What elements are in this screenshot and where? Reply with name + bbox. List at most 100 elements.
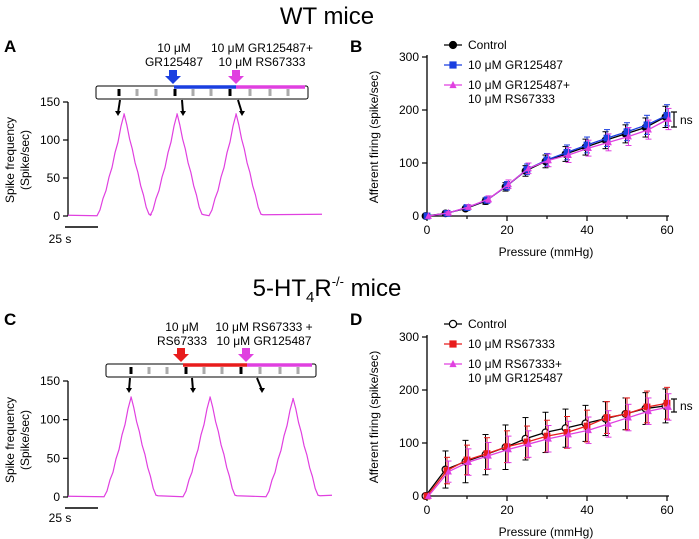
data-point [465, 203, 472, 210]
data-point [645, 125, 652, 133]
data-point [525, 164, 532, 172]
y-tick-label: 150 [40, 95, 60, 109]
distension-arrowhead [126, 388, 132, 393]
panel-c: 10 μM RS67333 10 μM RS67333 + 10 μM GR12… [3, 320, 313, 525]
panel-c-drug1-line2: RS67333 [157, 334, 207, 348]
title-knockout-sub: 4 [306, 289, 314, 306]
data-point [625, 413, 632, 421]
distension-arrow [117, 99, 121, 114]
data-point [448, 40, 458, 50]
distension-arrow [237, 99, 243, 114]
data-point [443, 467, 451, 474]
data-point [583, 422, 591, 430]
x-tick-label: 0 [424, 223, 431, 237]
panel-a-drug2-line1: 10 μM GR125487+ [211, 41, 313, 55]
y-tick-label: 50 [47, 451, 61, 465]
data-point [563, 429, 571, 436]
legend-label: 10 μM RS67333 [468, 92, 555, 106]
title-knockout-part2: R [314, 275, 331, 302]
data-point [545, 156, 552, 164]
panel-d-xlabel: Pressure (mmHg) [499, 525, 594, 539]
x-tick-label: 20 [500, 223, 514, 237]
data-point [663, 399, 671, 407]
y-tick-label: 0 [412, 489, 419, 503]
distension-arrowhead [115, 111, 121, 116]
legend-label: Control [468, 317, 507, 331]
title-knockout-part1: 5-HT [253, 275, 307, 302]
panel-a-scale-label: 25 s [49, 232, 72, 246]
data-point [483, 450, 491, 457]
legend-label: 10 μM GR125487 [468, 58, 563, 72]
x-tick-label: 40 [580, 223, 594, 237]
data-point [523, 438, 531, 446]
series-10-m-rs67333-10-m-gr125487 [425, 393, 672, 499]
legend-label: 10 μM GR125487+ [468, 78, 570, 92]
y-tick-label: 0 [412, 209, 419, 223]
data-point [449, 340, 457, 348]
data-point [643, 403, 651, 411]
panel-letter-c: C [4, 310, 16, 329]
data-point [665, 403, 672, 410]
y-tick-label: 0 [53, 209, 60, 223]
plot-c: 0 50 100 150 [40, 348, 333, 509]
legend-label: 10 μM RS67333 [468, 337, 555, 351]
data-point [665, 115, 672, 122]
panel-b-ylabel: Afferent firing (spike/sec) [367, 71, 381, 204]
panel-c-drug2-line1: 10 μM RS67333 + [215, 320, 312, 334]
panel-a-ylabel-line2: (Spike/sec) [18, 130, 32, 190]
legend: Control 10 μM GR125487 10 μM GR125487+10 μ… [444, 38, 570, 106]
data-point [623, 410, 631, 418]
data-point [645, 407, 652, 415]
data-point [643, 121, 651, 129]
y-tick-label: 100 [40, 133, 60, 147]
data-point [625, 132, 632, 140]
data-point [449, 80, 457, 89]
panel-c-ylabel-line2: (Spike/sec) [18, 410, 32, 470]
data-point [603, 414, 611, 421]
title-knockout: 5-HT4R-/- mice [253, 274, 402, 306]
data-point [565, 430, 572, 438]
x-tick-label: 60 [660, 223, 674, 237]
data-point [449, 61, 457, 69]
panel-b-xlabel: Pressure (mmHg) [499, 245, 594, 259]
data-point [545, 434, 552, 442]
data-point [663, 111, 671, 119]
data-point [445, 467, 452, 475]
panel-c-drug2-line2: 10 μM GR125487 [217, 334, 312, 348]
drug1-arrow [165, 70, 181, 84]
legend: Control 10 μM RS67333 10 μM RS67333+10 μM … [444, 317, 563, 385]
distension-arrow [181, 99, 184, 114]
distension-arrowhead [190, 388, 196, 393]
data-point [425, 492, 432, 499]
distension-arrowhead [180, 111, 186, 116]
panel-b: Afferent firing (spike/sec) Pressure (mm… [367, 71, 693, 259]
data-point [485, 195, 492, 202]
x-tick-label: 0 [424, 503, 431, 517]
data-point [563, 149, 571, 156]
y-tick-label: 100 [399, 436, 419, 450]
x-tick-label: 40 [580, 503, 594, 517]
legend-label: Control [468, 38, 507, 52]
data-point [485, 451, 492, 459]
y-tick-label: 150 [40, 374, 60, 388]
distension-arrowhead [239, 111, 245, 116]
panel-a-drug1-line1: 10 μM [157, 41, 191, 55]
panel-c-drug1-line1: 10 μM [165, 320, 199, 334]
data-point [503, 443, 511, 451]
data-point [425, 212, 432, 219]
plot-d: 0 100 200 300 0 20 40 60 Control 10 μM RS67333 10 … [399, 317, 677, 517]
y-tick-label: 0 [53, 490, 60, 504]
series-10-m-gr125487-10-m-rs67333 [425, 107, 672, 219]
panel-a-drug2-line2: 10 μM RS67333 [219, 55, 306, 69]
title-wt: WT mice [280, 3, 374, 30]
panel-letter-a: A [4, 37, 16, 56]
panel-a: 10 μM GR125487 10 μM GR125487+ 10 μM RS6… [3, 41, 313, 246]
data-point [525, 440, 532, 447]
x-tick-label: 60 [660, 503, 674, 517]
protocol-timeline [105, 363, 317, 378]
drug1-arrow [173, 348, 189, 362]
data-point [465, 458, 472, 465]
data-point [585, 144, 592, 152]
spike-frequency-trace [67, 396, 333, 498]
y-tick-label: 50 [47, 171, 61, 185]
